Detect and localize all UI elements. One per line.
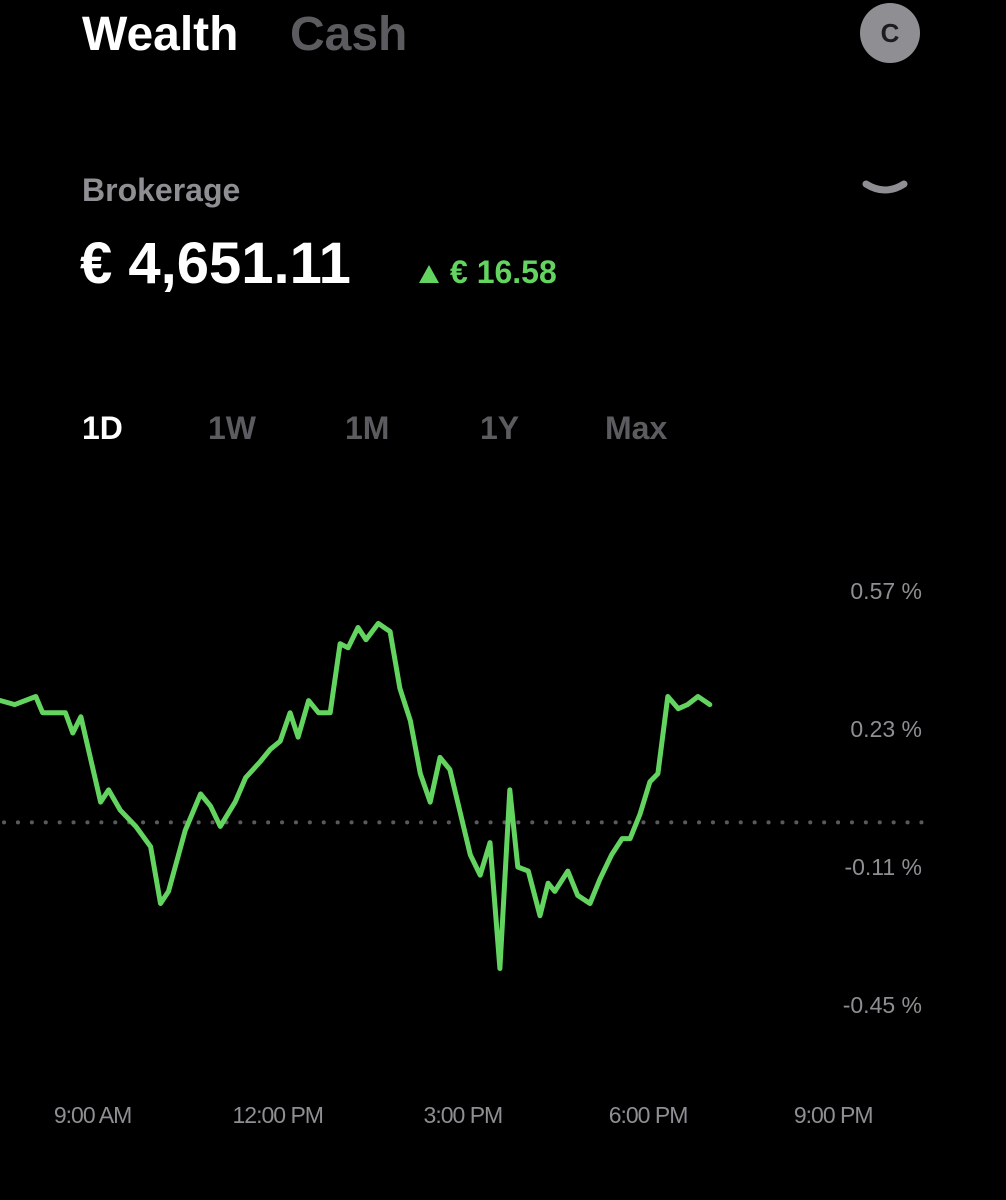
y-tick-label: 0.23 % [850,716,922,742]
balance: € 4,651.11 [80,231,351,296]
avatar[interactable] [860,3,920,63]
price-line [0,620,713,971]
x-tick-label: 9:00 PM [794,1102,873,1128]
chevron[interactable] [862,180,908,194]
account-name: Brokerage [82,172,240,208]
y-tick-label: -0.11 % [844,854,922,880]
range-option[interactable]: 1Y [480,410,519,446]
range-option[interactable]: 1D [82,410,123,446]
x-tick-label: 6:00 PM [609,1102,688,1128]
y-tick-label: -0.45 % [843,992,922,1018]
range-option[interactable]: 1M [345,410,389,446]
tab[interactable]: Wealth [82,8,238,61]
tab[interactable]: Cash [290,8,407,61]
y-tick-label: 0.57 % [850,578,922,604]
x-tick-label: 9:00 AM [54,1102,131,1128]
up-arrow [419,265,439,283]
range-option[interactable]: Max [605,410,667,446]
x-tick-label: 12:00 PM [233,1102,323,1128]
change: € 16.58 [450,254,557,290]
x-tick-label: 3:00 PM [424,1102,503,1128]
avatar-initial: C [881,18,900,48]
range-option[interactable]: 1W [208,410,257,446]
